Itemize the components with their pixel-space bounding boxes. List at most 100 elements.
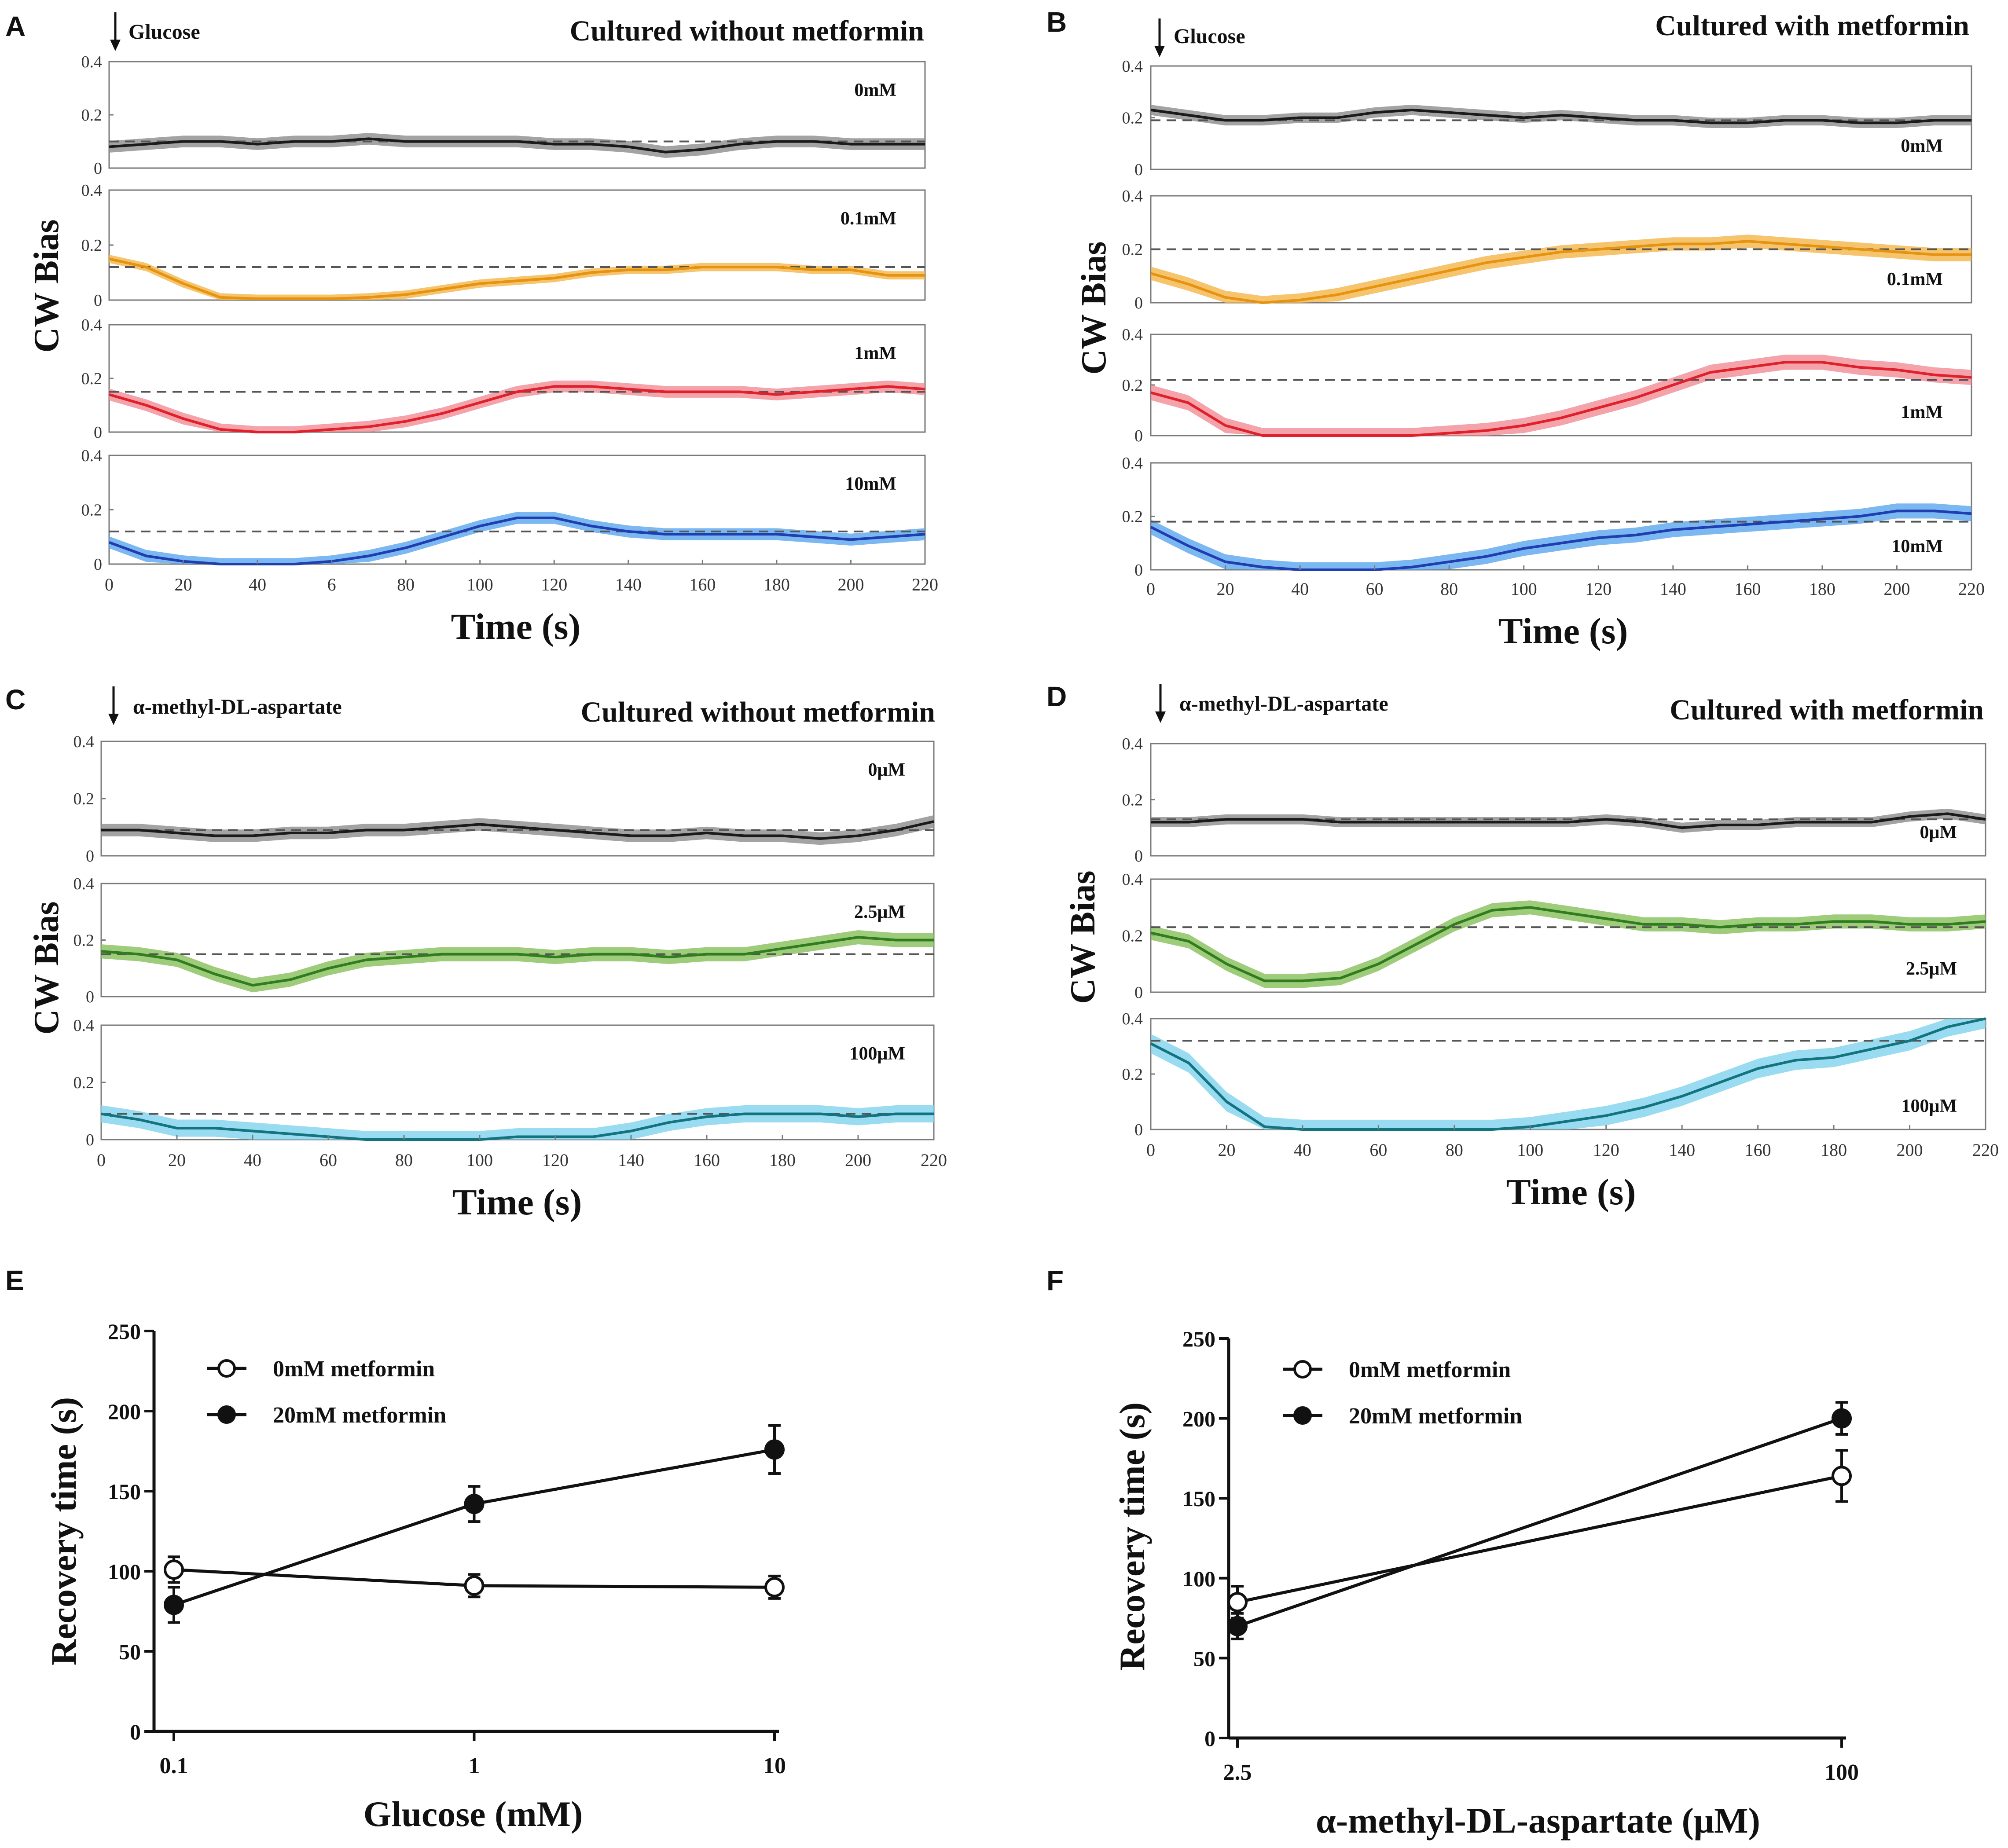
series-line <box>1237 1474 1842 1604</box>
x-tick-label: 20 <box>1218 1140 1235 1160</box>
y-tick-label: 0 <box>1204 1726 1215 1751</box>
x-tick-label: 6 <box>327 575 336 594</box>
legend-marker <box>217 1359 236 1378</box>
x-tick-label: 120 <box>541 575 567 594</box>
y-tick-label: 0.2 <box>1122 1065 1143 1084</box>
concentration-label: 10mM <box>1891 536 1943 557</box>
x-tick-label: 80 <box>397 575 415 594</box>
legend-label: 0mM metformin <box>1349 1357 1511 1382</box>
x-tick-label: 40 <box>1294 1140 1311 1160</box>
data-point <box>1832 1466 1852 1486</box>
y-tick-label: 0 <box>94 555 102 574</box>
arrow-head <box>1155 711 1166 723</box>
panel-a: A Glucose Cultured without metformin CW Bia… <box>5 11 938 647</box>
series-band <box>1151 1019 1986 1129</box>
arrow-head <box>110 40 121 51</box>
legend-entry: 20mM metformin <box>207 1403 446 1428</box>
subplot-0: 0 0.2 0.4 0μM <box>1122 735 1986 865</box>
x-tick-label: 80 <box>1440 579 1458 599</box>
subplot-1: 0 0.2 0.4 2.5μM <box>1122 870 1986 1002</box>
y-tick-label: 0 <box>94 423 102 442</box>
y-axis-label: Recovery time (s) <box>1112 1402 1152 1671</box>
x-tick-label: 40 <box>249 575 266 594</box>
y-tick-label: 0 <box>1134 161 1143 179</box>
y-tick-label: 0.4 <box>81 316 103 334</box>
x-tick-label: 120 <box>542 1150 569 1170</box>
subplot-2: 0 0.2 0.4 1mM <box>1122 326 1972 445</box>
y-tick-label: 50 <box>1193 1646 1215 1671</box>
concentration-label: 2.5μM <box>854 902 905 922</box>
panel-letter-e: E <box>5 1265 24 1296</box>
legend-marker <box>1293 1406 1312 1425</box>
legend-label: 0mM metformin <box>273 1357 435 1382</box>
data-point <box>164 1595 184 1615</box>
series-line <box>1150 240 1971 304</box>
series-band <box>109 133 925 158</box>
y-tick-label: 0.4 <box>1122 187 1143 205</box>
y-tick-label: 0.4 <box>73 733 95 751</box>
x-axis-label: Time (s) <box>1498 611 1628 652</box>
concentration-label: 100μM <box>1902 1096 1957 1116</box>
series-0 <box>1227 1449 1852 1620</box>
y-tick-label: 0 <box>94 291 102 310</box>
y-axis-label: CW Bias <box>1064 870 1102 1004</box>
series-line <box>101 1112 934 1141</box>
x-tick-label: 200 <box>1883 579 1910 599</box>
series-band <box>1151 808 1986 833</box>
concentration-label: 0mM <box>1901 136 1943 156</box>
subplot-0: 0 0.2 0.4 0μM <box>73 733 935 865</box>
data-point <box>764 1577 785 1598</box>
x-tick-label: 120 <box>1593 1140 1619 1160</box>
y-tick-label: 0 <box>94 159 102 178</box>
panel-title: Cultured with metformin <box>1670 694 1984 726</box>
x-tick-label: 20 <box>175 575 192 594</box>
x-tick-label: 20 <box>168 1150 186 1170</box>
legend-marker <box>1293 1360 1312 1379</box>
concentration-label: 1mM <box>854 343 896 363</box>
y-tick-label: 0.2 <box>81 370 103 388</box>
concentration-label: 0.1mM <box>1887 269 1943 290</box>
x-tick-label: 220 <box>1972 1140 1999 1160</box>
y-tick-label: 0.2 <box>1122 508 1143 526</box>
concentration-label: 10mM <box>845 474 896 494</box>
y-tick-label: 0.2 <box>81 236 103 255</box>
legend-entry: 0mM metformin <box>207 1357 435 1382</box>
x-tick-label: 100 <box>466 1150 493 1170</box>
y-tick-label: 0.2 <box>73 931 95 950</box>
y-tick-label: 0.4 <box>81 53 103 71</box>
y-tick-label: 150 <box>108 1479 141 1504</box>
subplot-2: 0 0.2 0.4 100μM <box>73 1016 935 1149</box>
y-tick-label: 0.2 <box>1122 791 1143 810</box>
series-line <box>1237 1417 1843 1628</box>
x-tick-label: 200 <box>845 1150 871 1170</box>
panel-letter-d: D <box>1046 681 1067 712</box>
y-tick-label: 0.2 <box>81 106 103 125</box>
y-tick-label: 0 <box>1134 847 1143 865</box>
legend-label: 20mM metformin <box>273 1403 446 1428</box>
y-tick-label: 250 <box>1182 1327 1215 1351</box>
x-tick-label: 120 <box>1585 579 1612 599</box>
x-axis-label: Time (s) <box>1506 1172 1636 1213</box>
x-tick-label: 60 <box>1369 1140 1387 1160</box>
stimulus-label: α-methyl-DL-aspartate <box>133 695 342 719</box>
y-tick-label: 0.4 <box>1122 57 1143 76</box>
y-tick-label: 0.4 <box>73 1016 95 1035</box>
x-tick-label: 180 <box>769 1150 796 1170</box>
x-tick-label: 0.1 <box>160 1753 188 1778</box>
panel-e: E 0 50 100 150 200 250 0.1 1 10 Recovery time (s) G… <box>5 1265 786 1834</box>
arrow-head <box>108 714 119 725</box>
series-line <box>109 385 925 433</box>
concentration-label: 2.5μM <box>1906 959 1957 979</box>
y-tick-label: 0.4 <box>73 875 95 893</box>
stimulus-arrow-icon <box>110 12 121 51</box>
subplot-1: 0 0.2 0.4 0.1mM <box>1122 187 1972 312</box>
y-tick-label: 0.4 <box>1122 454 1143 473</box>
subplot-2: 0 0.2 0.4 1mM <box>81 316 926 442</box>
stimulus-arrow-icon <box>1155 684 1166 723</box>
concentration-label: 0mM <box>854 80 896 100</box>
x-tick-label: 80 <box>1446 1140 1463 1160</box>
legend-entry: 0mM metformin <box>1283 1357 1511 1382</box>
legend-label: 20mM metformin <box>1349 1404 1522 1429</box>
series-band <box>101 930 934 993</box>
